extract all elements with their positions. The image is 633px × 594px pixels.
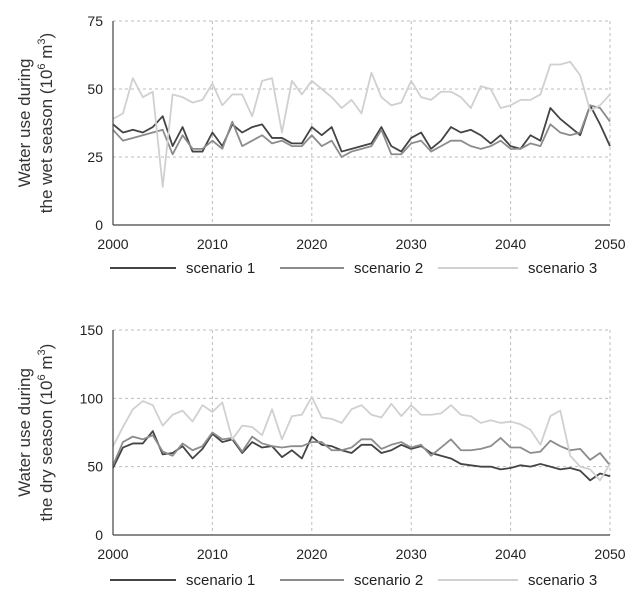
chart-2: 0 50 100 150 2000 2010 2020 2030 2040 2050 Water u… xyxy=(15,322,626,589)
x-tick-label: 2000 xyxy=(97,546,128,562)
y-axis-label-suffix: ) xyxy=(37,33,56,39)
x-tick-label: 2030 xyxy=(396,236,427,252)
legend-label: scenario 1 xyxy=(186,260,255,277)
x-tick-label: 2030 xyxy=(396,546,427,562)
x-tick-label: 2050 xyxy=(594,236,625,252)
series-line-scenario-2 xyxy=(112,104,611,158)
y-tick-label: 0 xyxy=(95,527,103,543)
x-tick-label: 2040 xyxy=(495,236,526,252)
y-axis-label-exponent: 3 xyxy=(36,38,48,44)
y-tick-label: 50 xyxy=(87,81,103,97)
legend: scenario 1 scenario 2 scenario 3 xyxy=(110,572,597,589)
y-tick-label: 50 xyxy=(87,459,103,475)
x-tick-label: 2020 xyxy=(296,236,327,252)
y-tick-label: 100 xyxy=(80,390,104,406)
y-axis-label-line1: Water use during xyxy=(15,368,34,497)
y-tick-label: 0 xyxy=(95,217,103,233)
x-tick-label: 2010 xyxy=(197,546,228,562)
y-axis-label: Water use during the wet season (106 m3) xyxy=(15,33,56,213)
legend-label: scenario 3 xyxy=(528,572,597,589)
y-axis-label-unit: m xyxy=(37,355,56,374)
y-axis-label: Water use during the dry season (106 m3) xyxy=(15,344,56,522)
legend-label: scenario 3 xyxy=(528,260,597,277)
x-tick-label: 2040 xyxy=(495,546,526,562)
y-axis-label-exponent: 3 xyxy=(36,349,48,355)
y-axis-label-line2: the wet season (10 xyxy=(37,70,56,214)
x-tick-label: 2020 xyxy=(296,546,327,562)
y-axis-label-line1: Water use during xyxy=(15,59,34,188)
series-line-scenario-3 xyxy=(112,60,611,188)
y-axis-label-line2: the dry season (10 xyxy=(37,381,56,522)
series-line-scenario-3 xyxy=(112,396,611,482)
x-tick-label: 2010 xyxy=(197,236,228,252)
legend-label: scenario 2 xyxy=(354,572,423,589)
x-tick-label: 2050 xyxy=(594,546,625,562)
legend: scenario 1 scenario 2 scenario 3 xyxy=(110,260,597,277)
y-axis-label-suffix: ) xyxy=(37,344,56,350)
y-axis-label-exponent: 6 xyxy=(36,63,48,69)
y-tick-label: 25 xyxy=(87,149,103,165)
y-tick-label: 150 xyxy=(80,322,104,338)
y-axis-label-exponent: 6 xyxy=(36,374,48,380)
series-line-scenario-1 xyxy=(112,430,611,482)
y-tick-label: 75 xyxy=(87,13,103,29)
chart-1: 0 25 50 75 2000 2010 2020 2030 2040 2050 Water use… xyxy=(15,13,626,277)
legend-label: scenario 2 xyxy=(354,260,423,277)
y-axis-label-unit: m xyxy=(37,45,56,64)
legend-label: scenario 1 xyxy=(186,572,255,589)
series-line-scenario-2 xyxy=(112,431,611,466)
series-line-scenario-1 xyxy=(112,104,611,153)
x-tick-label: 2000 xyxy=(97,236,128,252)
